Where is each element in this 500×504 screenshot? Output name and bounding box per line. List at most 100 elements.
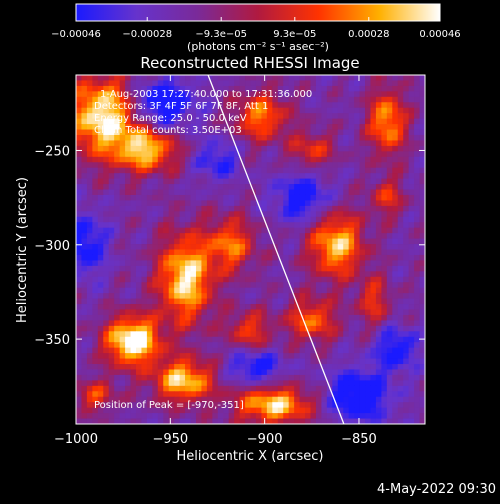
heatmap-cell <box>179 91 186 98</box>
heatmap-cell <box>365 151 371 158</box>
heatmap-cell <box>403 309 410 316</box>
heatmap-cell <box>76 260 82 267</box>
heatmap-cell <box>201 325 208 332</box>
heatmap-cell <box>403 276 410 283</box>
heatmap-cell <box>250 418 257 425</box>
heatmap-cell <box>212 118 219 125</box>
heatmap-cell <box>359 124 366 130</box>
heatmap-cell <box>365 173 371 180</box>
heatmap-cell <box>381 320 388 327</box>
heatmap-cell <box>141 194 148 201</box>
heatmap-cell <box>81 238 88 245</box>
y-tick-label: −300 <box>34 239 70 254</box>
heatmap-cell <box>168 385 175 392</box>
heatmap-cell <box>163 134 170 141</box>
heatmap-cell <box>375 260 382 267</box>
heatmap-cell <box>228 336 235 343</box>
heatmap-cell <box>321 75 328 81</box>
heatmap-cell <box>266 293 273 299</box>
heatmap-cell <box>125 85 131 92</box>
heatmap-cell <box>255 260 262 267</box>
heatmap-cell <box>315 391 322 398</box>
heatmap-cell <box>354 265 360 272</box>
heatmap-cell <box>239 244 246 250</box>
heatmap-cell <box>354 118 360 125</box>
heatmap-cell <box>408 162 415 169</box>
heatmap-cell <box>272 233 279 239</box>
heatmap-cell <box>76 162 82 169</box>
heatmap-cell <box>152 238 159 245</box>
heatmap-cell <box>397 238 404 245</box>
heatmap-cell <box>261 347 268 354</box>
heatmap-cell <box>375 80 382 87</box>
heatmap-cell <box>168 151 175 158</box>
heatmap-cell <box>168 129 175 136</box>
heatmap-cell <box>195 298 202 305</box>
heatmap-cell <box>392 293 399 299</box>
heatmap-cell <box>195 260 202 267</box>
heatmap-cell <box>255 276 262 283</box>
heatmap-cell <box>190 184 197 190</box>
heatmap-cell <box>195 189 202 196</box>
heatmap-cell <box>403 413 410 419</box>
heatmap-cell <box>152 276 159 283</box>
heatmap-cell <box>375 282 382 289</box>
heatmap-cell <box>397 396 404 403</box>
heatmap-cell <box>174 140 181 147</box>
heatmap-cell <box>223 107 230 114</box>
heatmap-cell <box>163 271 170 278</box>
heatmap-cell <box>146 254 153 261</box>
heatmap-cell <box>76 156 82 163</box>
heatmap-cell <box>119 113 126 120</box>
heatmap-cell <box>299 347 306 354</box>
heatmap-cell <box>310 402 317 409</box>
heatmap-cell <box>283 358 290 365</box>
heatmap-cell <box>386 151 393 158</box>
heatmap-cell <box>130 91 137 98</box>
heatmap-cell <box>76 173 82 180</box>
heatmap-cell <box>408 118 415 125</box>
heatmap-cell <box>315 96 322 103</box>
heatmap-cell <box>272 200 279 207</box>
heatmap-cell <box>152 205 159 212</box>
heatmap-cell <box>392 336 399 343</box>
heatmap-cell <box>185 260 191 267</box>
heatmap-cell <box>315 293 322 299</box>
heatmap-cell <box>365 391 371 398</box>
heatmap-cell <box>397 145 404 152</box>
heatmap-cell <box>163 200 170 207</box>
heatmap-cell <box>272 184 279 190</box>
heatmap-cell <box>86 418 93 425</box>
heatmap-cell <box>348 124 355 130</box>
heatmap-cell <box>168 167 175 174</box>
heatmap-cell <box>261 304 268 310</box>
heatmap-cell <box>212 80 219 87</box>
heatmap-cell <box>419 331 426 338</box>
heatmap-cell <box>125 244 131 250</box>
heatmap-cell <box>125 162 131 169</box>
heatmap-cell <box>326 369 333 376</box>
heatmap-cell <box>114 118 121 125</box>
heatmap-cell <box>386 156 393 163</box>
heatmap-cell <box>277 293 284 299</box>
heatmap-cell <box>321 134 328 141</box>
heatmap-cell <box>288 309 295 316</box>
heatmap-cell <box>163 145 170 152</box>
heatmap-cell <box>277 96 284 103</box>
heatmap-cell <box>305 173 311 180</box>
heatmap-cell <box>141 145 148 152</box>
heatmap-cell <box>321 342 328 349</box>
heatmap-cell <box>310 336 317 343</box>
heatmap-cell <box>337 75 344 81</box>
heatmap-cell <box>294 391 300 398</box>
heatmap-cell <box>305 353 311 359</box>
heatmap-cell <box>212 216 219 223</box>
heatmap-cell <box>397 184 404 190</box>
heatmap-cell <box>81 233 88 239</box>
heatmap-cell <box>277 380 284 387</box>
heatmap-cell <box>76 167 82 174</box>
heatmap-cell <box>206 113 213 120</box>
heatmap-cell <box>130 353 137 359</box>
heatmap-cell <box>228 380 235 387</box>
heatmap-cell <box>217 173 224 180</box>
